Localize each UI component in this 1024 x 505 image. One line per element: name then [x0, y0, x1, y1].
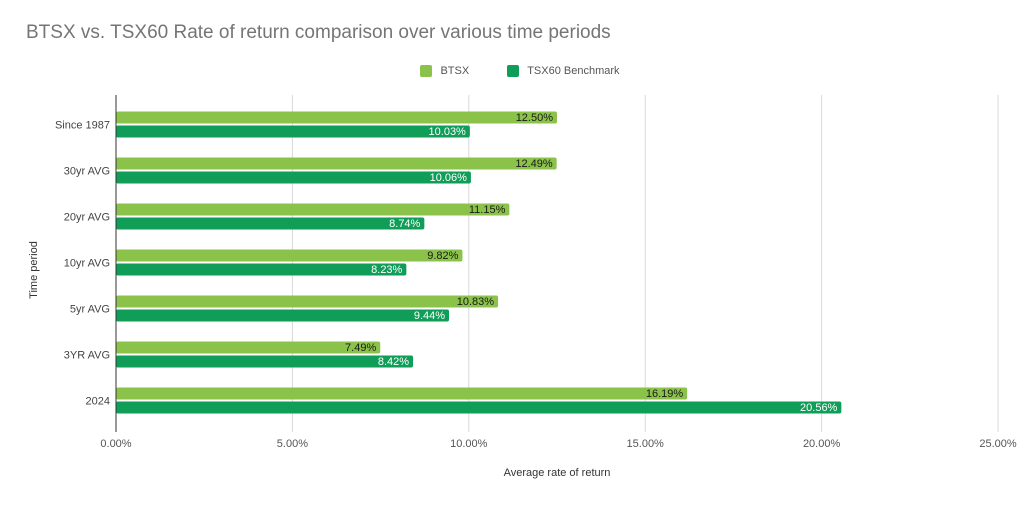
x-tick-label: 20.00% [803, 438, 841, 450]
x-axis-title: Average rate of return [504, 467, 611, 479]
x-tick-label: 25.00% [979, 438, 1017, 450]
bar-btsx[interactable] [116, 249, 463, 262]
x-tick-label: 10.00% [450, 438, 488, 450]
bars [116, 111, 842, 414]
data-label: 12.49% [515, 158, 553, 170]
bar-tsx60[interactable] [116, 401, 842, 414]
bar-btsx[interactable] [116, 387, 688, 400]
data-label: 9.82% [427, 250, 458, 262]
legend-label-btsx: BTSX [440, 65, 470, 77]
data-label: 10.83% [457, 296, 495, 308]
legend-swatch-tsx60 [507, 65, 520, 77]
bar-btsx[interactable] [116, 341, 381, 354]
category-label: 30yr AVG [64, 166, 110, 178]
bar-tsx60[interactable] [116, 217, 425, 230]
bar-tsx60[interactable] [116, 263, 407, 276]
category-label: 3YR AVG [64, 350, 110, 362]
bar-btsx[interactable] [116, 111, 557, 124]
data-label: 7.49% [345, 342, 376, 354]
bar-tsx60[interactable] [116, 355, 414, 368]
x-tick-label: 0.00% [100, 438, 131, 450]
data-label: 12.50% [516, 112, 554, 124]
legend: BTSX TSX60 Benchmark [0, 62, 1024, 80]
bar-tsx60[interactable] [116, 171, 471, 184]
chart-title: BTSX vs. TSX60 Rate of return comparison… [26, 22, 611, 43]
bar-btsx[interactable] [116, 203, 510, 216]
category-label: Since 1987 [55, 120, 110, 132]
x-tick-label: 5.00% [277, 438, 308, 450]
data-label: 8.42% [378, 356, 409, 368]
legend-item-tsx60[interactable]: TSX60 Benchmark [491, 62, 620, 80]
data-label: 11.15% [469, 204, 506, 216]
bar-btsx[interactable] [116, 157, 557, 170]
legend-item-btsx[interactable]: BTSX [404, 62, 469, 80]
data-label: 9.44% [414, 310, 445, 322]
legend-label-tsx60: TSX60 Benchmark [527, 65, 620, 77]
category-label: 2024 [86, 396, 110, 408]
x-tick-labels: 0.00% 5.00% 10.00% 15.00% 20.00% 25.00% [100, 438, 1016, 450]
bar-tsx60[interactable] [116, 125, 470, 138]
data-label: 10.06% [430, 172, 468, 184]
category-label: 20yr AVG [64, 212, 110, 224]
bar-btsx[interactable] [116, 295, 499, 308]
bar-tsx60[interactable] [116, 309, 450, 322]
data-label: 20.56% [800, 402, 838, 414]
legend-swatch-btsx [420, 65, 433, 77]
data-label: 8.23% [371, 264, 402, 276]
data-labels: 12.50% 10.03% 12.49% 10.06% 11.15% 8.74% 9.82%… [345, 112, 838, 414]
category-label: 5yr AVG [70, 304, 110, 316]
category-label: 10yr AVG [64, 258, 110, 270]
data-label: 16.19% [646, 388, 684, 400]
data-label: 10.03% [429, 126, 467, 138]
x-tick-label: 15.00% [627, 438, 665, 450]
data-label: 8.74% [389, 218, 420, 230]
y-axis-title: Time period [28, 241, 40, 299]
category-labels: Since 1987 30yr AVG 20yr AVG 10yr AVG 5yr AV… [55, 120, 110, 408]
